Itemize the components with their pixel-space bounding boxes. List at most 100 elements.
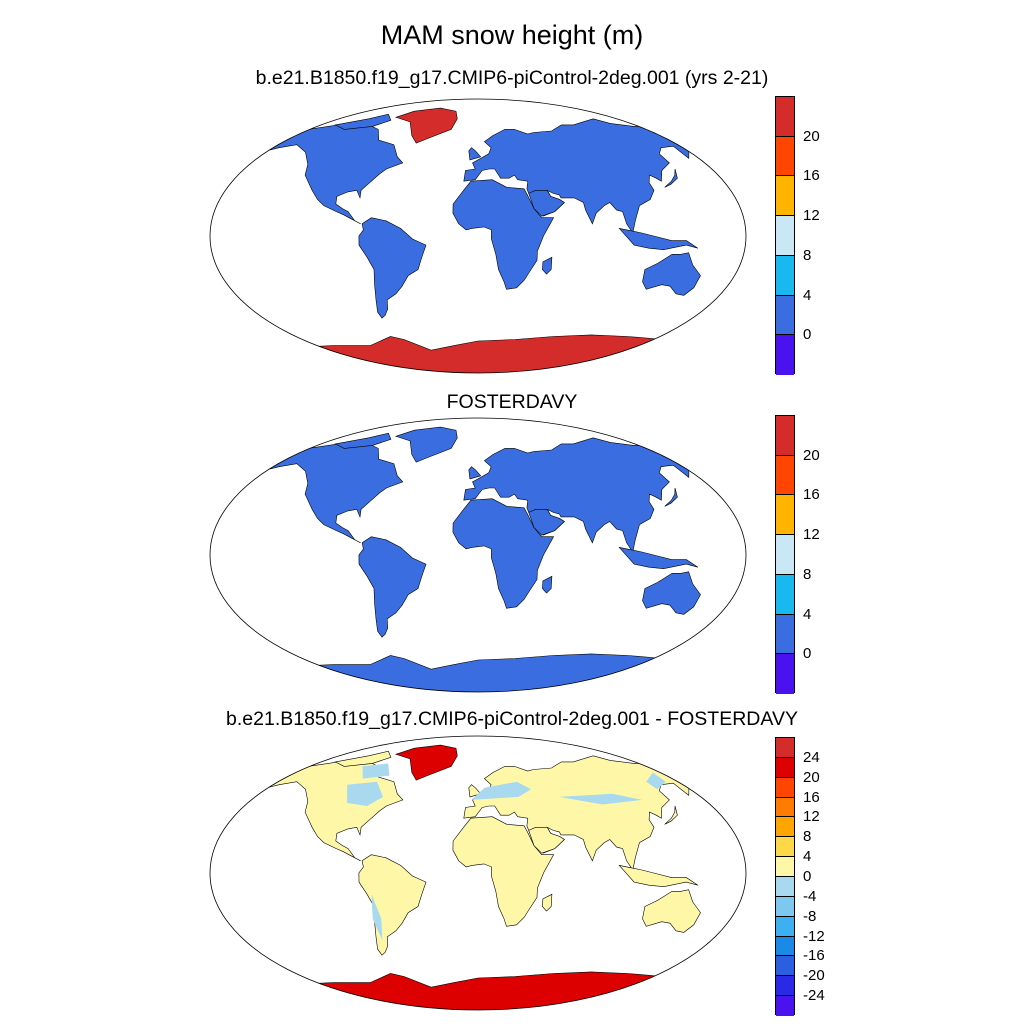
anomaly-region (371, 894, 383, 940)
colorbar-label: 0 (803, 868, 812, 885)
landmass-canarctic (334, 113, 392, 130)
colorbar-swatch (776, 97, 794, 137)
colorbar-tick (775, 975, 795, 977)
landmass-samerica (358, 217, 427, 319)
landmass-greenland (394, 107, 458, 144)
colorbar-tick (775, 836, 795, 838)
colorbar-tick (775, 254, 795, 256)
colorbar-tick (775, 334, 795, 336)
colorbar-tick (775, 175, 795, 177)
colorbar-label: 12 (803, 808, 820, 826)
landmass-madagascar (542, 893, 553, 912)
colorbar-swatch (776, 136, 794, 177)
colorbar-control: 20 16 12 8 4 0 (775, 96, 845, 375)
colorbar-label: 12 (803, 526, 820, 544)
landmass-canarctic (334, 432, 392, 449)
colorbar-label: 4 (803, 286, 812, 304)
map-border (209, 735, 747, 1011)
colorbar-tick (775, 653, 795, 655)
colorbar-tick (775, 876, 795, 877)
colorbar-swatch (776, 335, 794, 375)
colorbar-swatch (776, 797, 794, 818)
landmass-japan (664, 487, 678, 507)
colorbar-label: 24 (803, 748, 820, 766)
colorbar-tick (775, 454, 795, 456)
panel-title-fosterdavy: FOSTERDAVY (446, 391, 578, 413)
colorbar-label: 0 (803, 326, 812, 344)
landmass-australia (642, 571, 701, 615)
map-border (209, 417, 747, 693)
anomaly-region (471, 781, 532, 800)
colorbar-label: -4 (803, 887, 817, 905)
landmass-indonesia (618, 864, 699, 888)
colorbar-tick (775, 215, 795, 217)
colorbar-swatch (776, 416, 794, 456)
landmass-africa (452, 179, 555, 290)
colorbar-label: 8 (803, 565, 812, 583)
colorbar-label: -20 (803, 967, 825, 985)
landmass-indonesia (618, 227, 699, 251)
landmass-africa (452, 816, 555, 927)
colorbar-label: 0 (803, 645, 812, 663)
colorbar-swatch (776, 176, 794, 217)
colorbar-label: 16 (803, 167, 820, 185)
colorbar-swatch (776, 495, 794, 536)
colorbar-swatch (776, 295, 794, 336)
colorbar-swatch (776, 857, 794, 877)
landmass-australia (642, 889, 701, 933)
landmass-greenland (394, 744, 458, 781)
colorbar-swatch (776, 614, 794, 655)
map-border (209, 98, 747, 374)
landmass-japan (664, 805, 678, 825)
anomaly-region (347, 781, 383, 806)
colorbar-swatch (776, 956, 794, 977)
colorbar-swatch (776, 216, 794, 256)
anomaly-region (559, 793, 643, 805)
colorbar-label: -8 (803, 907, 817, 925)
anomaly-region (362, 763, 390, 779)
colorbar-swatch (776, 255, 794, 296)
colorbar-label: 20 (803, 127, 820, 145)
colorbar-label: 20 (803, 446, 820, 464)
panel-title-control: b.e21.B1850.f19_g17.CMIP6-piControl-2deg… (255, 67, 769, 89)
colorbar-difference: 24 20 16 12 8 4 0 -4 -8 -12 -16 -20 -24 (775, 737, 845, 1016)
landmass-japan (664, 168, 678, 188)
colorbar-swatch (776, 455, 794, 496)
colorbar-tick (775, 573, 795, 575)
landmass-samerica (358, 536, 427, 638)
colorbar-tick (775, 895, 795, 897)
landmass-arabia (528, 190, 565, 217)
colorbar-tick (775, 935, 795, 937)
landmass-uk (468, 147, 482, 161)
colorbar-box (775, 415, 795, 694)
colorbar-swatch (776, 757, 794, 778)
landmass-africa (452, 498, 555, 609)
colorbar-swatch (776, 837, 794, 858)
colorbar-label: -16 (803, 947, 825, 965)
colorbar-tick (775, 796, 795, 798)
landmass-canarctic (334, 750, 392, 767)
colorbar-swatch (776, 936, 794, 957)
colorbar-tick (775, 294, 795, 296)
landmass-madagascar (542, 256, 553, 275)
colorbar-swatch (776, 817, 794, 838)
page-title: MAM snow height (m) (380, 20, 644, 50)
colorbar-swatch (776, 738, 794, 758)
colorbar-label: 8 (803, 246, 812, 264)
colorbar-label: -12 (803, 927, 825, 945)
anomaly-region (646, 772, 666, 790)
landmass-namerica (264, 442, 404, 544)
landmass-indonesia (618, 546, 699, 570)
landmass-arabia (528, 827, 565, 854)
colorbar-swatch (776, 574, 794, 615)
colorbar-label: 4 (803, 605, 812, 623)
colorbar-swatch (776, 777, 794, 798)
landmass-uk (468, 466, 482, 480)
colorbar-fosterdavy: 20 16 12 8 4 0 (775, 415, 845, 694)
colorbar-swatch (776, 996, 794, 1016)
colorbar-swatch (776, 916, 794, 937)
colorbar-tick (775, 494, 795, 496)
landmass-greenland (394, 426, 458, 463)
landmass-samerica (358, 854, 427, 956)
colorbar-label: 8 (803, 828, 812, 846)
